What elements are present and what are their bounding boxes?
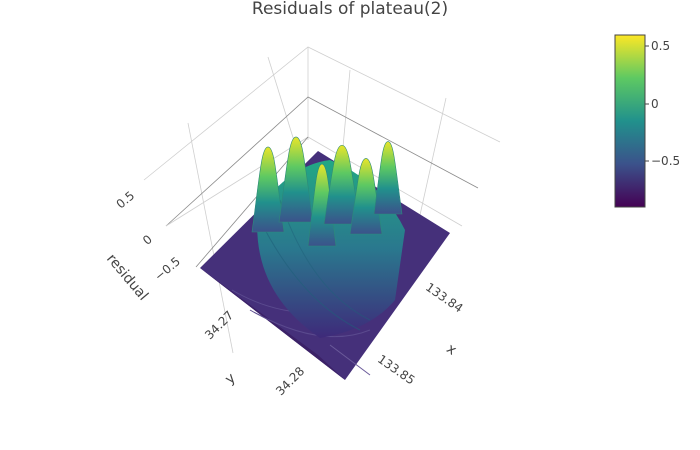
scene-frame <box>143 46 501 354</box>
chart-title: Residuals of plateau(2) <box>252 0 448 19</box>
colorbar-tick-label: 0.5 <box>651 39 670 53</box>
surface-peak-6 <box>373 141 403 215</box>
colorbar-tick-label: −0.5 <box>651 154 680 168</box>
y-tick-label: 34.27 <box>202 308 236 342</box>
z-tick-label: −0.5 <box>152 254 183 283</box>
colorbar-tick-label: 0 <box>651 97 659 111</box>
surface-peaks <box>251 136 403 247</box>
x-tick-label: 133.84 <box>423 280 465 316</box>
surface-peak-2 <box>278 136 314 223</box>
x-axis-title: x <box>443 341 459 359</box>
z-tick-label: 0 <box>140 232 155 248</box>
z-tick-label: 0.5 <box>114 188 138 211</box>
y-axis-title: y <box>222 370 239 388</box>
colorbar-gradient <box>614 34 646 208</box>
colorbar: 0.5 0 −0.5 <box>614 34 680 208</box>
x-tick-label: 133.85 <box>375 352 417 388</box>
surface-peak-1 <box>251 146 285 233</box>
surface-peak-4 <box>323 144 361 225</box>
y-tick-label: 34.28 <box>273 364 307 398</box>
z-axis: 0.5 0 −0.5 residual <box>103 188 183 303</box>
z-axis-title: residual <box>103 251 151 304</box>
